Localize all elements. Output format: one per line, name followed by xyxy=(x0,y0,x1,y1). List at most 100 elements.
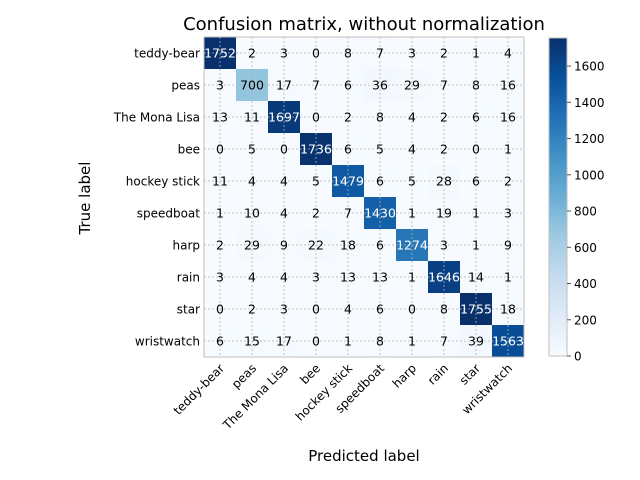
cell-value: 13 xyxy=(212,110,228,125)
cell-value: 6 xyxy=(376,238,384,253)
cell-value: 13 xyxy=(372,270,388,285)
cell-value: 6 xyxy=(344,78,352,93)
cell-value: 16 xyxy=(500,78,516,93)
cell-value: 18 xyxy=(500,302,516,317)
cell-value: 11 xyxy=(244,110,260,125)
cell-value: 2 xyxy=(312,206,320,221)
cell-value: 6 xyxy=(376,302,384,317)
cell-value: 0 xyxy=(216,302,224,317)
cell-value: 4 xyxy=(280,270,288,285)
cell-value: 8 xyxy=(440,302,448,317)
cell-value: 0 xyxy=(472,142,480,157)
cell-value: 4 xyxy=(504,46,512,61)
cell-value: 5 xyxy=(312,174,320,189)
colorbar-tick-label: 1200 xyxy=(574,132,605,146)
cell-value: 2 xyxy=(344,110,352,125)
cell-value: 1 xyxy=(472,206,480,221)
cell-value: 16 xyxy=(500,110,516,125)
cell-value: 6 xyxy=(376,174,384,189)
colorbar-tick-label: 0 xyxy=(574,350,582,364)
colorbar xyxy=(548,37,568,357)
cell-value: 0 xyxy=(312,302,320,317)
cell-value: 0 xyxy=(280,142,288,157)
cell-value: 1752 xyxy=(204,46,236,61)
cell-value: 4 xyxy=(280,174,288,189)
cell-value: 2 xyxy=(440,142,448,157)
cell-value: 4 xyxy=(344,302,352,317)
cell-value: 1 xyxy=(472,238,480,253)
x-tick-label: teddy-bear xyxy=(171,361,227,417)
cell-value: 36 xyxy=(372,78,388,93)
cell-value: 6 xyxy=(344,142,352,157)
cell-value: 1755 xyxy=(460,302,492,317)
x-axis-label: Predicted label xyxy=(308,447,419,465)
cell-value: 6 xyxy=(216,334,224,349)
y-tick-label: The Mona Lisa xyxy=(113,111,200,125)
cell-value: 9 xyxy=(280,238,288,253)
colorbar-ticks: 0 200 400 600 800 1000 1200 1400 1600 xyxy=(567,60,605,364)
cell-value: 17 xyxy=(276,334,292,349)
cell-value: 8 xyxy=(344,46,352,61)
cell-value: 1736 xyxy=(300,142,332,157)
cell-value: 3 xyxy=(216,270,224,285)
cell-value: 9 xyxy=(504,238,512,253)
cell-value: 0 xyxy=(216,142,224,157)
y-tick-label: teddy-bear xyxy=(134,47,200,61)
cell-value: 1 xyxy=(344,334,352,349)
cell-value: 1274 xyxy=(396,238,428,253)
cell-value: 15 xyxy=(244,334,260,349)
cell-value: 3 xyxy=(280,302,288,317)
cell-value: 1 xyxy=(408,334,416,349)
cell-value: 4 xyxy=(408,142,416,157)
y-tick-label: bee xyxy=(178,143,200,157)
chart-title: Confusion matrix, without normalization xyxy=(183,14,545,35)
x-tick-label: bee xyxy=(297,361,323,387)
cell-value: 4 xyxy=(408,110,416,125)
cell-value: 39 xyxy=(468,334,484,349)
cell-value: 3 xyxy=(312,270,320,285)
cell-value: 6 xyxy=(472,174,480,189)
x-tick-label: star xyxy=(457,361,483,387)
cell-value: 1 xyxy=(408,270,416,285)
cell-value: 1 xyxy=(504,142,512,157)
cell-value: 17 xyxy=(276,78,292,93)
cell-value: 2 xyxy=(440,46,448,61)
y-tick-label: star xyxy=(177,303,200,317)
cell-value: 5 xyxy=(248,142,256,157)
cell-value: 18 xyxy=(340,238,356,253)
cell-value: 4 xyxy=(248,174,256,189)
x-tick-label: harp xyxy=(390,361,419,390)
cell-value: 3 xyxy=(216,78,224,93)
cell-value: 1 xyxy=(216,206,224,221)
y-tick-label: speedboat xyxy=(137,207,201,221)
cell-value: 1479 xyxy=(332,174,364,189)
cell-value: 1646 xyxy=(428,270,460,285)
cell-value: 13 xyxy=(340,270,356,285)
cell-value: 0 xyxy=(312,334,320,349)
cell-value: 7 xyxy=(376,46,384,61)
cell-value: 3 xyxy=(280,46,288,61)
x-tick-label: rain xyxy=(425,361,451,387)
y-tick-label: hockey stick xyxy=(126,175,200,189)
cell-value: 6 xyxy=(472,110,480,125)
cell-value: 11 xyxy=(212,174,228,189)
cell-value: 2 xyxy=(248,46,256,61)
cell-value: 2 xyxy=(216,238,224,253)
cell-value: 8 xyxy=(376,334,384,349)
cell-value: 3 xyxy=(440,238,448,253)
cell-value: 2 xyxy=(504,174,512,189)
cell-value: 14 xyxy=(468,270,484,285)
cell-value: 1563 xyxy=(492,334,524,349)
cell-value: 7 xyxy=(312,78,320,93)
cell-value: 1 xyxy=(504,270,512,285)
colorbar-tick-label: 1000 xyxy=(574,168,605,182)
cell-value: 10 xyxy=(244,206,260,221)
plot-frame xyxy=(203,36,525,358)
colorbar-tick-label: 800 xyxy=(574,205,597,219)
colorbar-tick-label: 1400 xyxy=(574,96,605,110)
cell-value: 29 xyxy=(404,78,420,93)
colorbar-tick-label: 400 xyxy=(574,277,597,291)
cell-value: 19 xyxy=(436,206,452,221)
